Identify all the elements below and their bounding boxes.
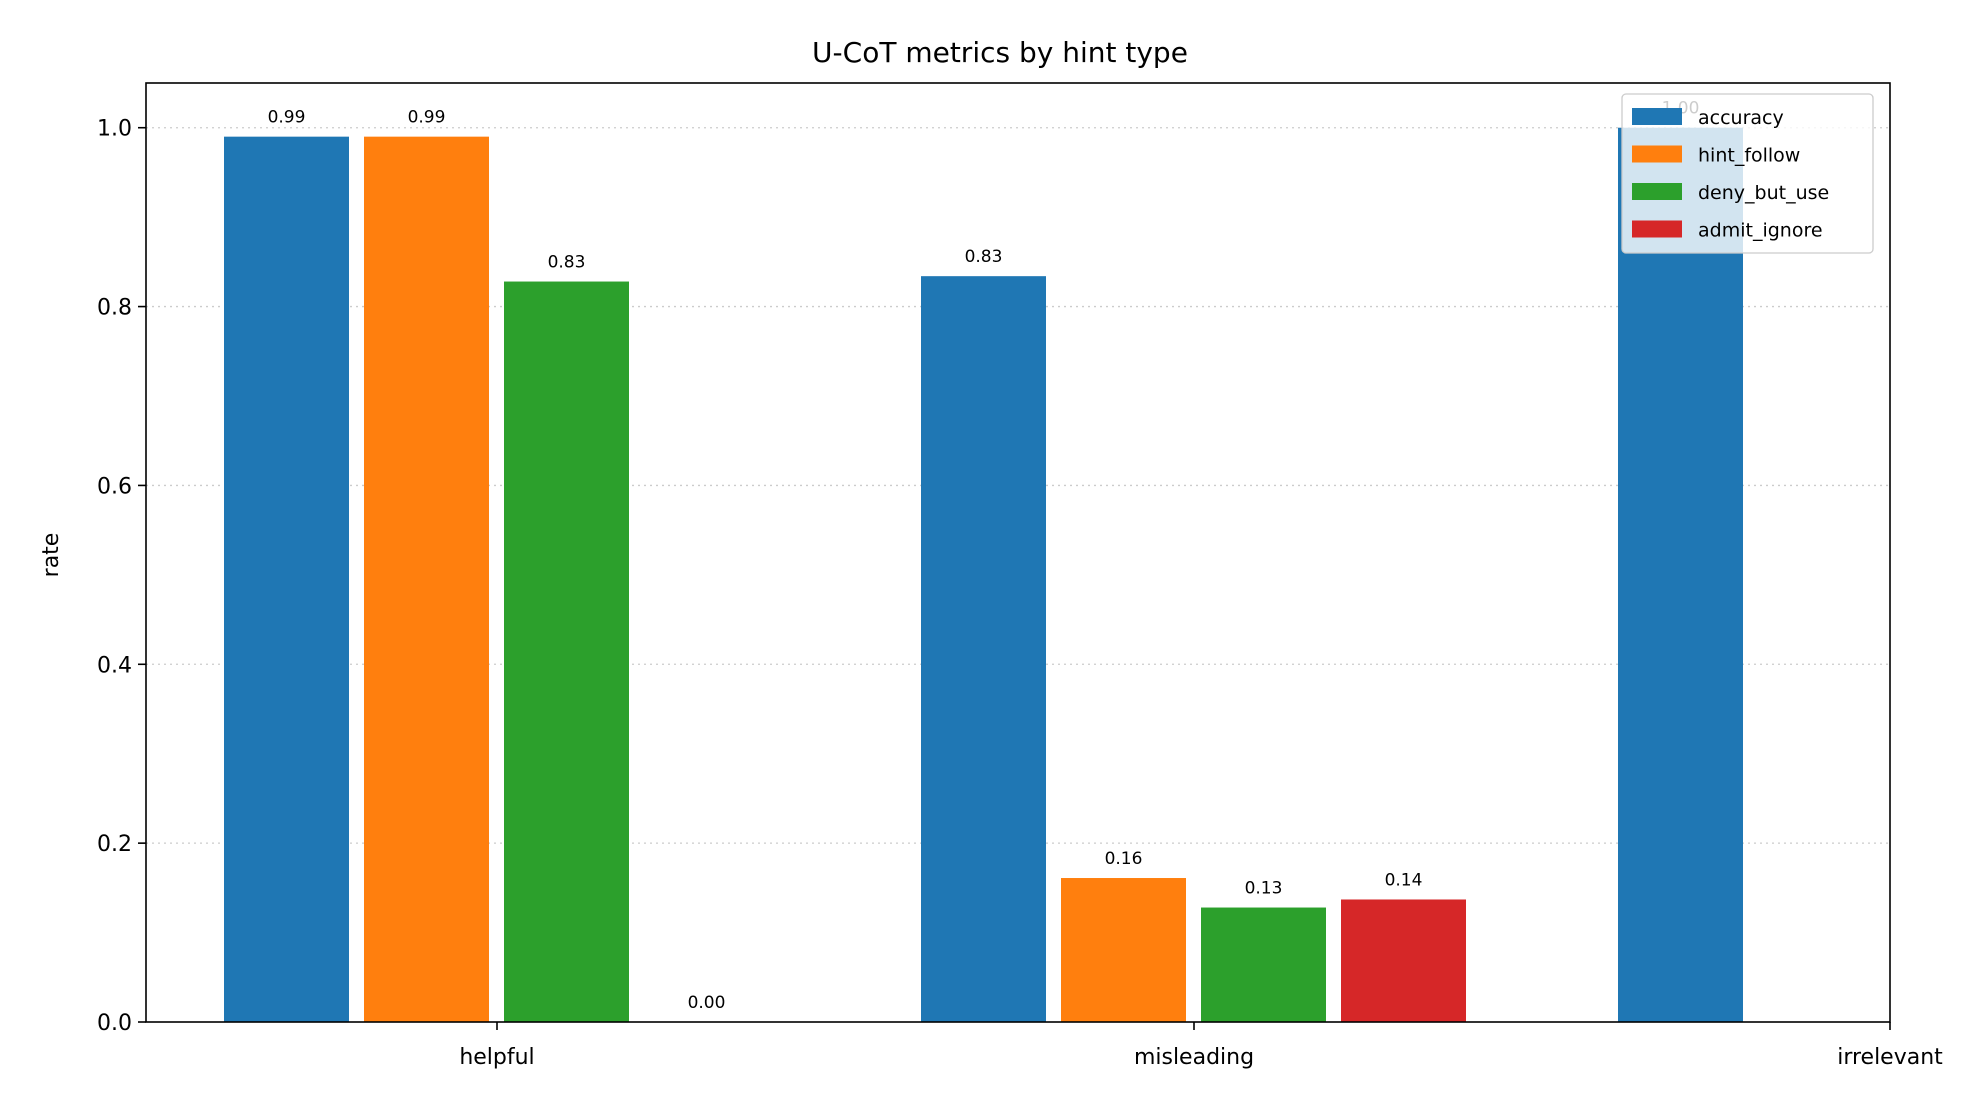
data-label: 0.16 <box>1105 849 1143 869</box>
x-tick-label: irrelevant <box>1837 1045 1943 1070</box>
y-tick-label: 0.2 <box>97 832 132 857</box>
bar-admit_ignore-misleading <box>1341 899 1466 1022</box>
legend-label-admit_ignore: admit_ignore <box>1698 220 1823 242</box>
y-tick-label: 0.8 <box>97 296 132 321</box>
legend-swatch-deny_but_use <box>1632 183 1682 200</box>
axes-layer: 0.0 0.2 0.4 0.6 0.8 1.0 helpful misleading irrel… <box>97 82 1943 1070</box>
data-label: 0.00 <box>688 993 726 1013</box>
bar-deny_but_use-misleading <box>1201 907 1326 1022</box>
data-label: 0.83 <box>548 253 586 273</box>
bar-deny_but_use-helpful <box>504 281 629 1022</box>
legend-label-accuracy: accuracy <box>1698 107 1784 129</box>
chart-title: U-CoT metrics by hint type <box>812 36 1188 69</box>
y-tick-label: 1.0 <box>97 117 132 142</box>
y-tick-label: 0.0 <box>97 1011 132 1036</box>
legend-swatch-hint_follow <box>1632 145 1682 163</box>
data-label: 0.99 <box>408 108 446 128</box>
x-tick-label: misleading <box>1134 1045 1254 1070</box>
y-axis-label: rate <box>39 533 64 578</box>
data-label: 0.99 <box>268 108 306 128</box>
legend-swatch-admit_ignore <box>1632 220 1682 238</box>
bar-accuracy-helpful <box>224 136 349 1022</box>
data-label: 0.13 <box>1245 879 1283 899</box>
data-label: 0.14 <box>1385 870 1423 890</box>
legend-label-hint_follow: hint_follow <box>1698 145 1800 167</box>
bar-hint_follow-misleading <box>1061 878 1186 1022</box>
legend-label-deny_but_use: deny_but_use <box>1698 182 1829 204</box>
y-tick-label: 0.4 <box>97 653 132 678</box>
bar-accuracy-irrelevant <box>1618 127 1743 1022</box>
legend-swatch-accuracy <box>1632 108 1682 125</box>
legend-box <box>1621 93 1874 254</box>
bar-hint_follow-helpful <box>364 136 489 1022</box>
y-tick-label: 0.6 <box>97 474 132 499</box>
bars-layer <box>224 127 1743 1022</box>
legend: accuracy hint_follow deny_but_use admit_ign… <box>1621 93 1874 254</box>
grid-layer <box>146 127 1890 844</box>
bar-accuracy-misleading <box>921 276 1046 1022</box>
data-label: 0.83 <box>965 247 1003 267</box>
data-labels-layer: 0.990.831.000.990.160.830.130.000.14 <box>268 99 1700 1013</box>
x-tick-label: helpful <box>459 1045 534 1070</box>
plot-frame <box>145 82 1891 1023</box>
